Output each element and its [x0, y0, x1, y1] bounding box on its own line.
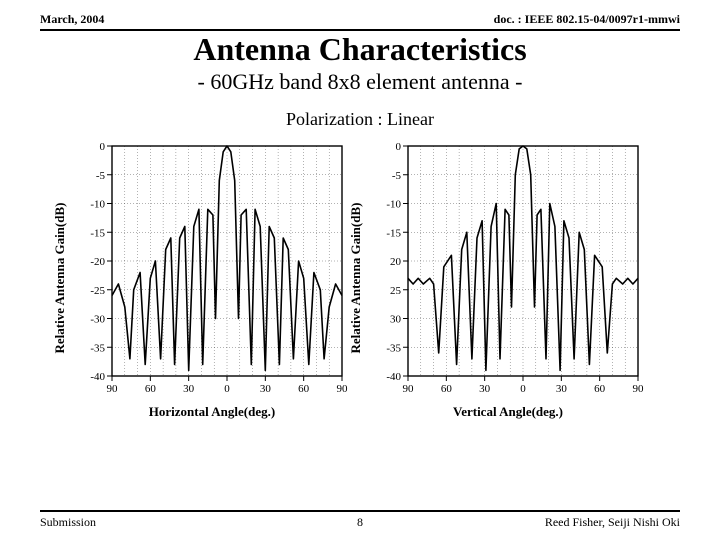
footer-rule	[40, 510, 680, 512]
svg-text:-25: -25	[90, 284, 105, 296]
chart-left-ylabel: Relative Antenna Gain(dB)	[52, 202, 68, 353]
svg-text:-15: -15	[90, 227, 105, 239]
footer-left: Submission	[40, 515, 96, 530]
chart-right-plot: 90 60 30 0 30 60 90 0 -5 -10 -15 20 25 30 -35 -40	[370, 136, 646, 402]
svg-text:20: 20	[390, 256, 402, 268]
svg-text:60: 60	[594, 383, 606, 395]
svg-text:-35: -35	[90, 342, 105, 354]
page-subtitle: - 60GHz band 8x8 element antenna -	[40, 69, 680, 95]
footer-page-number: 8	[357, 515, 363, 530]
svg-text:-15: -15	[386, 227, 401, 239]
svg-text:30: 30	[556, 383, 568, 395]
svg-text:90: 90	[337, 383, 349, 395]
svg-text:-20: -20	[90, 256, 105, 268]
charts-area: Relative Antenna Gain(dB) 90 60 30 0 30 60 90 0…	[40, 136, 680, 420]
svg-text:0: 0	[520, 383, 526, 395]
svg-text:-40: -40	[386, 371, 401, 383]
svg-text:-10: -10	[90, 198, 105, 210]
svg-text:0: 0	[224, 383, 230, 395]
chart-right: Relative Antenna Gain(dB) 90603003060900…	[370, 136, 646, 420]
header-doc: doc. : IEEE 802.15-04/0097r1-mmwi	[494, 12, 680, 27]
svg-text:-30: -30	[90, 313, 105, 325]
svg-text:90: 90	[107, 383, 119, 395]
page-title: Antenna Characteristics	[40, 33, 680, 67]
svg-text:-5: -5	[392, 169, 402, 181]
svg-text:0: 0	[100, 141, 106, 153]
svg-text:60: 60	[441, 383, 453, 395]
chart-right-ylabel: Relative Antenna Gain(dB)	[348, 202, 364, 353]
svg-text:60: 60	[298, 383, 310, 395]
svg-text:-5: -5	[96, 169, 106, 181]
chart-left: Relative Antenna Gain(dB) 90603003060900…	[74, 136, 350, 420]
svg-text:30: 30	[260, 383, 272, 395]
svg-text:30: 30	[390, 313, 402, 325]
svg-text:60: 60	[145, 383, 157, 395]
chart-left-xlabel: Horizontal Angle(deg.)	[74, 404, 350, 420]
svg-text:30: 30	[183, 383, 195, 395]
footer: Submission 8 Reed Fisher, Seiji Nishi Ok…	[40, 510, 680, 530]
header: March, 2004 doc. : IEEE 802.15-04/0097r1…	[40, 12, 680, 29]
polarization-label: Polarization : Linear	[40, 109, 680, 130]
footer-right: Reed Fisher, Seiji Nishi Oki	[545, 515, 680, 530]
svg-text:-40: -40	[90, 371, 105, 383]
chart-right-xlabel: Vertical Angle(deg.)	[370, 404, 646, 420]
header-date: March, 2004	[40, 12, 104, 27]
chart-left-plot: 90 60 30 0 30 60 90 0 -5 -10 -15 -20 -25 -30 -35 -40	[74, 136, 350, 402]
svg-text:-35: -35	[386, 342, 401, 354]
svg-text:30: 30	[479, 383, 491, 395]
svg-text:90: 90	[403, 383, 415, 395]
svg-text:90: 90	[633, 383, 645, 395]
svg-text:-10: -10	[386, 198, 401, 210]
svg-text:25: 25	[390, 284, 402, 296]
svg-text:0: 0	[396, 141, 402, 153]
